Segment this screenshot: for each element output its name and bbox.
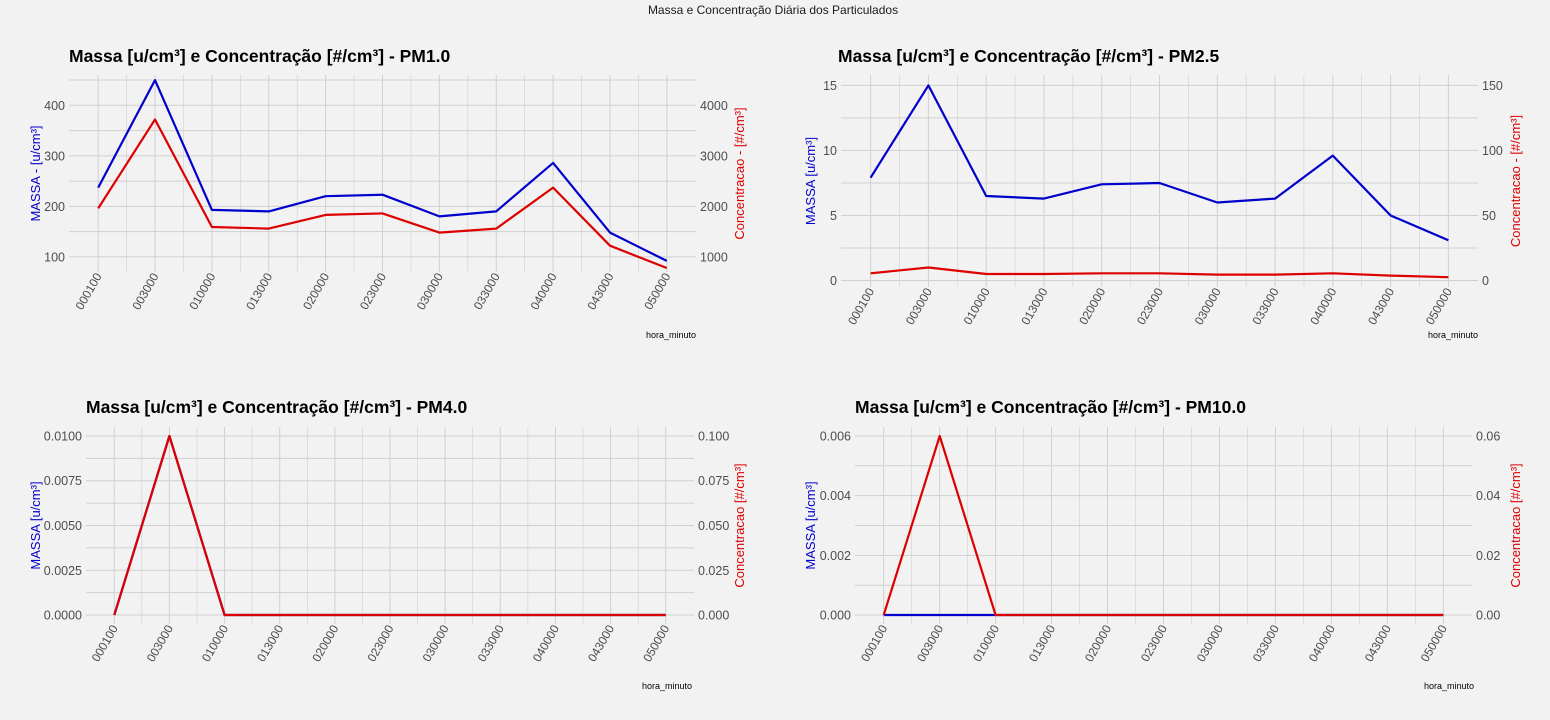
series-line-massa — [869, 84, 1449, 242]
y-axis-left-label: MASSA [u/cm³] — [803, 137, 818, 225]
y-tick-left-label: 0.0050 — [44, 519, 82, 533]
y-tick-right-label: 2000 — [700, 200, 728, 214]
series-line-massa — [97, 78, 668, 262]
y-tick-right-label: 50 — [1482, 209, 1496, 223]
series-line-concentracao — [97, 118, 668, 270]
y-tick-right-label: 100 — [1482, 144, 1503, 158]
x-axis-label: hora_minuto — [1424, 681, 1474, 691]
y-tick-right-label: 4000 — [700, 99, 728, 113]
y-tick-left-label: 400 — [44, 99, 65, 113]
panel-title: Massa [u/cm³] e Concentração [#/cm³] - P… — [69, 46, 450, 66]
y-tick-left-label: 0.0100 — [44, 429, 82, 443]
y-tick-left-label: 200 — [44, 200, 65, 214]
x-axis-label: hora_minuto — [646, 330, 696, 340]
x-axis-label: hora_minuto — [642, 681, 692, 691]
y-tick-right-label: 150 — [1482, 79, 1503, 93]
y-tick-right-label: 0.000 — [698, 609, 729, 623]
y-tick-right-label: 0.02 — [1476, 549, 1500, 563]
y-tick-left-label: 0.0025 — [44, 564, 82, 578]
panel-title: Massa [u/cm³] e Concentração [#/cm³] - P… — [86, 397, 467, 417]
y-axis-left-label: MASSA [u/cm³] — [803, 481, 818, 569]
y-tick-left-label: 0.004 — [820, 489, 851, 503]
y-tick-right-label: 0.100 — [698, 429, 729, 443]
y-tick-right-label: 3000 — [700, 149, 728, 163]
y-tick-right-label: 0 — [1482, 274, 1489, 288]
y-tick-right-label: 0.00 — [1476, 609, 1500, 623]
y-tick-left-label: 10 — [823, 144, 837, 158]
y-tick-right-label: 0.04 — [1476, 489, 1500, 503]
y-tick-right-label: 0.050 — [698, 519, 729, 533]
y-tick-left-label: 15 — [823, 79, 837, 93]
y-tick-right-label: 0.025 — [698, 564, 729, 578]
series-line-concentracao — [882, 434, 1444, 617]
y-tick-left-label: 5 — [830, 209, 837, 223]
y-axis-left-label: MASSA - [u/cm³] — [28, 125, 43, 221]
y-axis-right-label: Concentracao - [#/cm³] — [732, 107, 747, 239]
y-tick-left-label: 300 — [44, 149, 65, 163]
y-tick-left-label: 0.000 — [820, 609, 851, 623]
series-line-concentracao — [113, 434, 666, 617]
y-axis-right-label: Concentracao - [#/cm³] — [1508, 115, 1523, 247]
y-axis-right-label: Concentracao [#/cm³] — [1508, 463, 1523, 587]
y-tick-left-label: 0.0000 — [44, 609, 82, 623]
figure-title: Massa e Concentração Diária dos Particul… — [648, 3, 898, 17]
panel-title: Massa [u/cm³] e Concentração [#/cm³] - P… — [838, 46, 1219, 66]
series-line-concentracao — [870, 266, 1449, 279]
y-tick-left-label: 100 — [44, 250, 65, 264]
y-tick-right-label: 1000 — [700, 250, 728, 264]
panel-title: Massa [u/cm³] e Concentração [#/cm³] - P… — [855, 397, 1246, 417]
y-tick-right-label: 0.075 — [698, 474, 729, 488]
y-axis-left-label: MASSA [u/cm³] — [28, 481, 43, 569]
y-axis-right-label: Concentracao [#/cm³] — [732, 463, 747, 587]
y-tick-right-label: 0.06 — [1476, 429, 1500, 443]
y-tick-left-label: 0.0075 — [44, 474, 82, 488]
x-axis-label: hora_minuto — [1428, 330, 1478, 340]
y-tick-left-label: 0 — [830, 274, 837, 288]
y-tick-left-label: 0.006 — [820, 429, 851, 443]
y-tick-left-label: 0.002 — [820, 549, 851, 563]
